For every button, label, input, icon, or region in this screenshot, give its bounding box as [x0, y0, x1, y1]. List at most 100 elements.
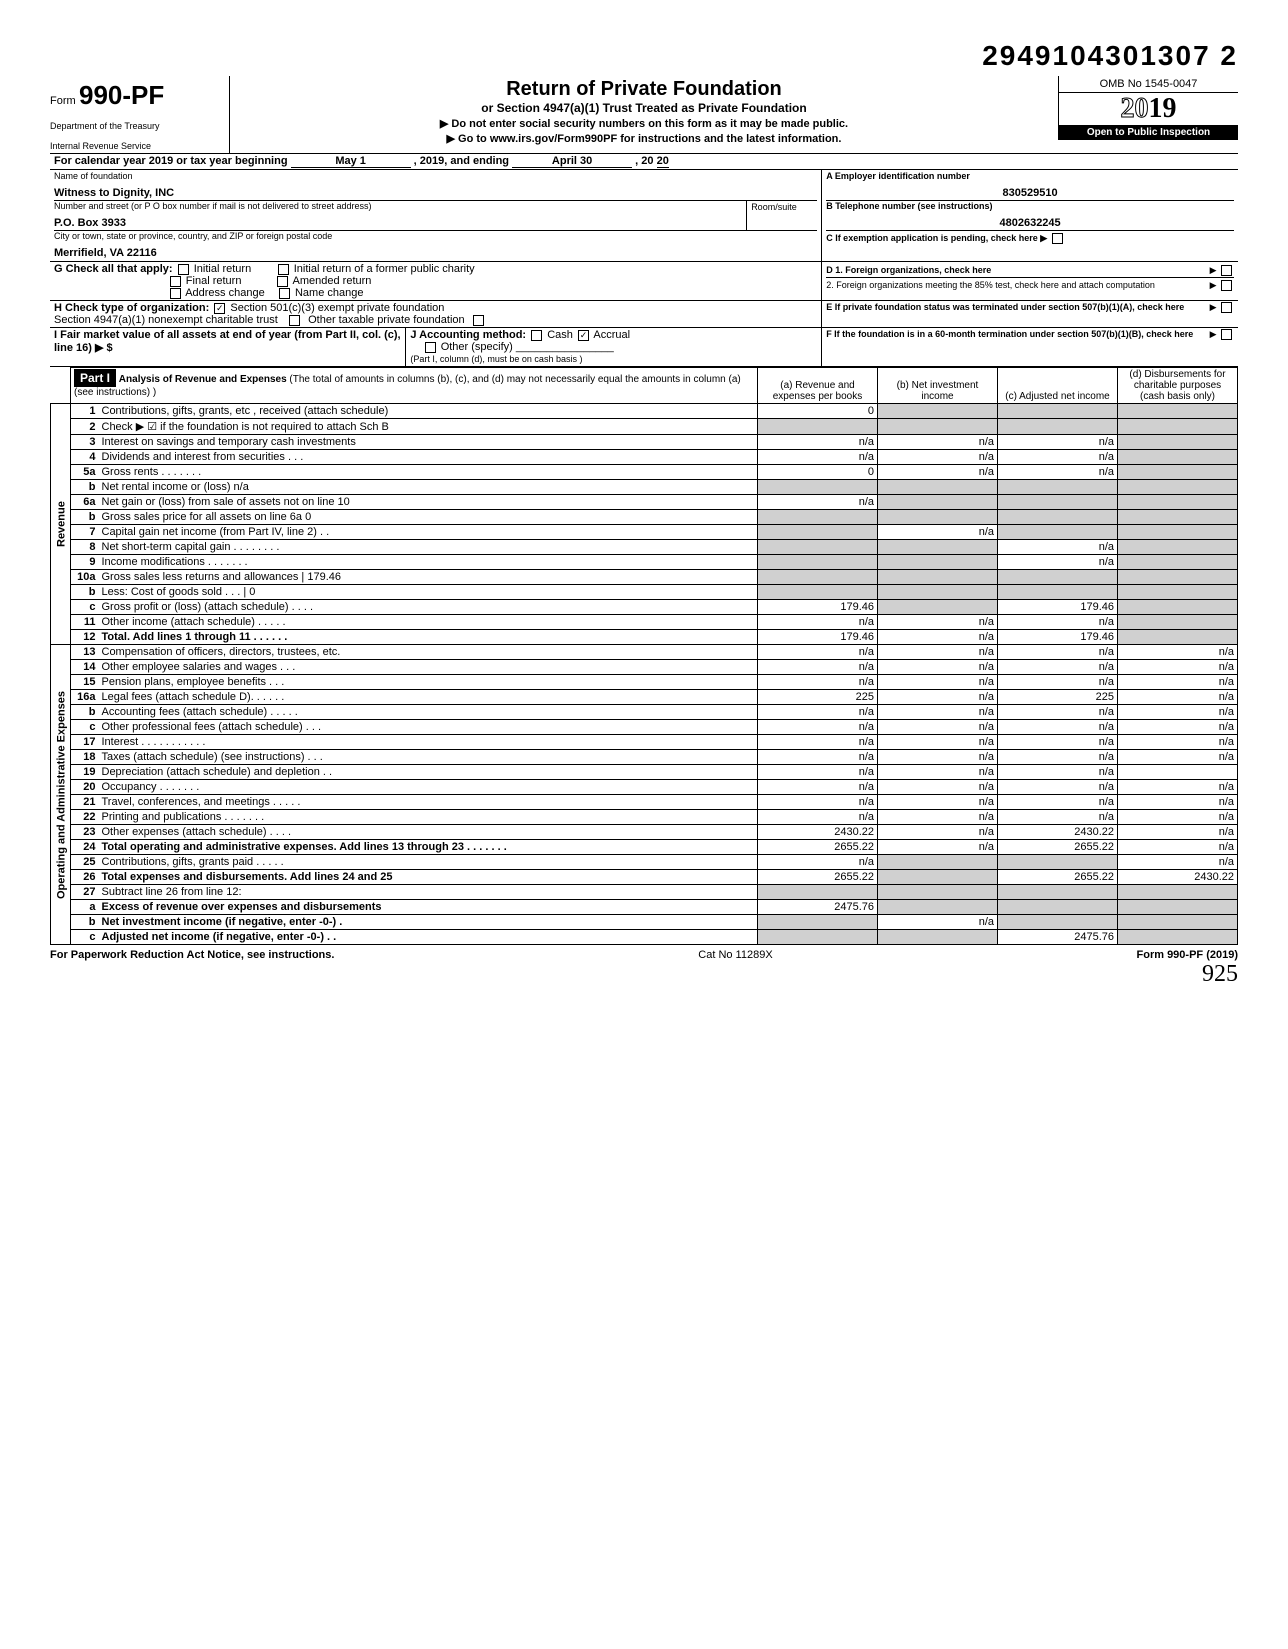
line-description: Total. Add lines 1 through 11 . . . . . …	[99, 630, 758, 645]
table-row: 20Occupancy . . . . . . .n/an/an/an/a	[51, 780, 1238, 795]
line-number: a	[71, 900, 99, 915]
cell-col-c: n/a	[998, 810, 1118, 825]
chk-other-method[interactable]	[425, 342, 436, 353]
table-row: 10aGross sales less returns and allowanc…	[51, 570, 1238, 585]
cell-col-a: 2655.22	[758, 870, 878, 885]
chk-cash[interactable]	[531, 330, 542, 341]
cell-col-d: n/a	[1118, 645, 1238, 660]
c-checkbox[interactable]	[1052, 233, 1063, 244]
line-description: Adjusted net income (if negative, enter …	[99, 930, 758, 945]
cell-col-d: 2430.22	[1118, 870, 1238, 885]
cell-col-c	[998, 495, 1118, 510]
cell-col-c: n/a	[998, 735, 1118, 750]
part1-table: Part I Analysis of Revenue and Expenses …	[50, 367, 1238, 945]
line-description: Other professional fees (attach schedule…	[99, 720, 758, 735]
table-row: 7Capital gain net income (from Part IV, …	[51, 525, 1238, 540]
name-ein-row: Name of foundation Witness to Dignity, I…	[50, 170, 1238, 262]
period-begin: May 1	[291, 155, 411, 168]
chk-final[interactable]	[170, 276, 181, 287]
cell-col-d: n/a	[1118, 810, 1238, 825]
col-c-header: (c) Adjusted net income	[998, 368, 1118, 404]
cell-col-b	[878, 555, 998, 570]
line-number: 10a	[71, 570, 99, 585]
line-description: Dividends and interest from securities .…	[99, 450, 758, 465]
f-label: F If the foundation is in a 60-month ter…	[826, 329, 1193, 339]
h-e-row: H Check type of organization: ✓ Section …	[50, 301, 1238, 328]
line-description: Accounting fees (attach schedule) . . . …	[99, 705, 758, 720]
line-number: 5a	[71, 465, 99, 480]
line-description: Gross sales price for all assets on line…	[99, 510, 758, 525]
cell-col-c: 2655.22	[998, 870, 1118, 885]
cell-col-b: n/a	[878, 690, 998, 705]
cell-col-b: n/a	[878, 825, 998, 840]
line-description: Total expenses and disbursements. Add li…	[99, 870, 758, 885]
chk-initial[interactable]	[178, 264, 189, 275]
line-number: c	[71, 720, 99, 735]
cell-col-d: n/a	[1118, 690, 1238, 705]
f-checkbox[interactable]	[1221, 329, 1232, 340]
line-number: 26	[71, 870, 99, 885]
col-a-header: (a) Revenue and expenses per books	[758, 368, 878, 404]
cell-col-c	[998, 419, 1118, 435]
h-label: H Check type of organization:	[54, 302, 209, 314]
line-number: 23	[71, 825, 99, 840]
e-checkbox[interactable]	[1221, 302, 1232, 313]
table-row: 15Pension plans, employee benefits . . .…	[51, 675, 1238, 690]
cell-col-d	[1118, 480, 1238, 495]
line-description: Gross sales less returns and allowances …	[99, 570, 758, 585]
form-prefix: Form	[50, 95, 76, 107]
cell-col-c: n/a	[998, 660, 1118, 675]
line-number: b	[71, 480, 99, 495]
cell-col-a	[758, 525, 878, 540]
cell-col-a	[758, 480, 878, 495]
cell-col-b: n/a	[878, 525, 998, 540]
line-description: Subtract line 26 from line 12:	[99, 885, 758, 900]
chk-4947[interactable]	[289, 315, 300, 326]
line-description: Total operating and administrative expen…	[99, 840, 758, 855]
cell-col-b: n/a	[878, 720, 998, 735]
g-opt-0: Initial return	[194, 263, 251, 275]
table-row: 25Contributions, gifts, grants paid . . …	[51, 855, 1238, 870]
line-number: 17	[71, 735, 99, 750]
cell-col-b	[878, 510, 998, 525]
d2-checkbox[interactable]	[1221, 280, 1232, 291]
cell-col-d: n/a	[1118, 660, 1238, 675]
cell-col-c	[998, 915, 1118, 930]
line-number: b	[71, 510, 99, 525]
cell-col-c: 2475.76	[998, 930, 1118, 945]
cell-col-c	[998, 900, 1118, 915]
period-mid: , 2019, and ending	[414, 155, 509, 167]
line-description: Excess of revenue over expenses and disb…	[99, 900, 758, 915]
chk-address[interactable]	[170, 288, 181, 299]
cell-col-b	[878, 570, 998, 585]
chk-501c3[interactable]: ✓	[214, 303, 225, 314]
h-opt-1: Section 501(c)(3) exempt private foundat…	[230, 302, 444, 314]
line-description: Taxes (attach schedule) (see instruction…	[99, 750, 758, 765]
line-description: Check ▶ ☑ if the foundation is not requi…	[99, 419, 758, 435]
chk-name[interactable]	[279, 288, 290, 299]
instruct-url: ▶ Go to www.irs.gov/Form990PF for instru…	[238, 132, 1050, 145]
chk-accrual[interactable]: ✓	[578, 330, 589, 341]
table-row: 23Other expenses (attach schedule) . . .…	[51, 825, 1238, 840]
cell-col-a: 225	[758, 690, 878, 705]
chk-other-tax[interactable]	[473, 315, 484, 326]
table-row: 4Dividends and interest from securities …	[51, 450, 1238, 465]
cell-col-c: n/a	[998, 705, 1118, 720]
table-row: 18Taxes (attach schedule) (see instructi…	[51, 750, 1238, 765]
cell-col-a: 2655.22	[758, 840, 878, 855]
j-label: J Accounting method:	[410, 329, 526, 341]
line-number: b	[71, 585, 99, 600]
j-note: (Part I, column (d), must be on cash bas…	[410, 354, 582, 364]
chk-initial-former[interactable]	[278, 264, 289, 275]
d1-checkbox[interactable]	[1221, 265, 1232, 276]
period-yr2: 20	[657, 155, 669, 168]
foundation-city: Merrifield, VA 22116	[54, 241, 817, 260]
cell-col-c	[998, 480, 1118, 495]
table-row: Operating and Administrative Expenses13C…	[51, 645, 1238, 660]
line-description: Net rental income or (loss) n/a	[99, 480, 758, 495]
cell-col-a: 179.46	[758, 600, 878, 615]
tax-year: 2019	[1059, 93, 1238, 125]
chk-amended[interactable]	[277, 276, 288, 287]
cell-col-c: 2655.22	[998, 840, 1118, 855]
cell-col-b	[878, 600, 998, 615]
